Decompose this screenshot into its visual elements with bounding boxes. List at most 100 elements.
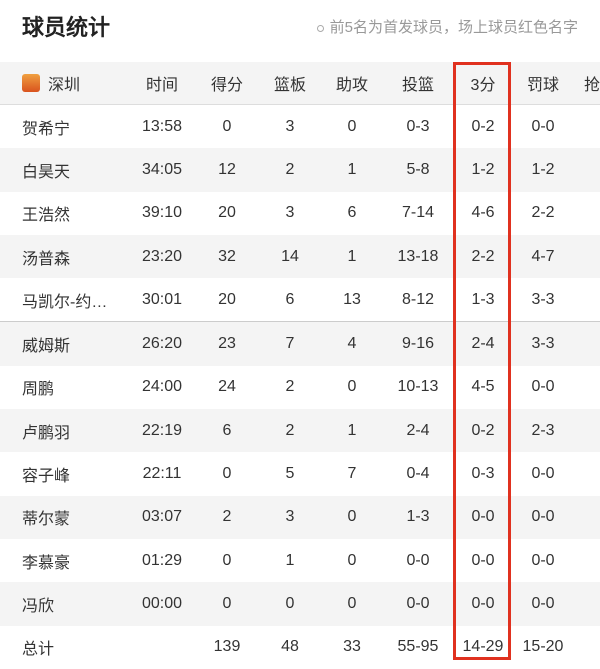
stat-cell: 0 [347, 508, 357, 526]
stat-cell: 5-8 [406, 160, 430, 178]
player-name[interactable]: 白昊天 [22, 163, 71, 181]
table-row[interactable]: 马凯尔-约… 30:01 20 6 13 8-12 1-3 3-3 [0, 278, 600, 323]
stat-cell: 30:01 [141, 290, 183, 308]
stat-cell: 14 [281, 247, 299, 265]
stat-cell: 2 [285, 421, 295, 439]
header-ft[interactable]: 罚球 [526, 77, 559, 94]
header-3pt[interactable]: 3分 [470, 77, 496, 94]
player-name[interactable]: 汤普森 [22, 250, 71, 268]
stat-cell: 0-0 [471, 594, 495, 612]
stat-cell: 22:19 [141, 421, 183, 439]
table-row[interactable]: 李慕豪 01:29 0 1 0 0-0 0-0 0-0 [0, 539, 600, 582]
player-name[interactable]: 卢鹏羽 [22, 424, 71, 442]
bullet-icon [316, 24, 324, 32]
player-name[interactable]: 周鹏 [22, 381, 55, 399]
stat-cell: 01:29 [141, 551, 183, 569]
table-row[interactable]: 王浩然 39:10 20 3 6 7-14 4-6 2-2 [0, 192, 600, 235]
table-row[interactable]: 白昊天 34:05 12 2 1 5-8 1-2 1-2 [0, 148, 600, 192]
stat-cell: 2-2 [471, 247, 495, 265]
page-title: 球员统计 [22, 15, 111, 40]
stat-cell: 0-0 [531, 551, 555, 569]
stat-cell: 0-3 [406, 117, 430, 135]
table-row[interactable]: 冯欣 00:00 0 0 0 0-0 0-0 0-0 [0, 582, 600, 626]
stat-cell: 24 [218, 378, 236, 396]
stat-cell: 34:05 [141, 160, 183, 178]
header-time[interactable]: 时间 [145, 77, 178, 94]
stat-cell: 1-3 [406, 508, 430, 526]
stat-cell: 0 [285, 594, 295, 612]
stat-cell: 23:20 [141, 247, 183, 265]
stat-cell: 4-5 [471, 378, 495, 396]
stat-cell: 2 [285, 160, 295, 178]
header-fg[interactable]: 投篮 [401, 77, 434, 94]
stat-cell: 0-0 [531, 378, 555, 396]
stat-cell: 20 [218, 290, 236, 308]
stat-cell: 0 [222, 465, 232, 483]
stat-cell: 139 [213, 638, 241, 656]
stat-cell: 4-6 [471, 204, 495, 222]
stat-cell: 0-0 [531, 117, 555, 135]
header-assists[interactable]: 助攻 [335, 77, 368, 94]
total-row[interactable]: 总计 139 48 33 55-95 14-29 15-20 [0, 626, 600, 669]
stat-cell: 0-0 [531, 465, 555, 483]
header-rebounds[interactable]: 篮板 [273, 77, 306, 94]
stat-cell: 2-3 [531, 421, 555, 439]
stat-cell: 0-2 [471, 117, 495, 135]
stat-cell: 9-16 [401, 335, 435, 353]
table-row[interactable]: 蒂尔蒙 03:07 2 3 0 1-3 0-0 0-0 [0, 495, 600, 539]
stat-cell: 0 [347, 551, 357, 569]
player-name[interactable]: 王浩然 [22, 207, 71, 225]
stat-cell: 10-13 [397, 378, 439, 396]
stat-cell: 0 [347, 378, 357, 396]
stat-cell: 5 [285, 465, 295, 483]
table-row[interactable]: 贺希宁 13:58 0 3 0 0-3 0-2 0-0 [0, 105, 600, 148]
stat-cell: 13:58 [141, 117, 183, 135]
stat-cell: 0 [347, 117, 357, 135]
team-header[interactable]: 深圳 [22, 62, 126, 104]
team-name: 深圳 [48, 77, 81, 94]
table-row[interactable]: 汤普森 23:20 32 14 1 13-18 2-2 4-7 [0, 234, 600, 279]
stat-cell: 00:00 [141, 594, 183, 612]
player-stats-table: 深圳 时间 得分 篮板 助攻 投篮 3分 罚球 抢 贺希宁 13:58 0 3 0 0-3… [0, 62, 600, 669]
player-name[interactable]: 总计 [22, 641, 55, 659]
stat-cell: 20 [218, 204, 236, 222]
note-text: 前5名为首发球员，场上球员红色名字 [329, 19, 578, 36]
player-name[interactable]: 贺希宁 [22, 120, 71, 138]
stat-cell: 1 [347, 421, 357, 439]
stat-cell: 1-2 [471, 160, 495, 178]
stat-cell: 39:10 [141, 204, 183, 222]
header-points[interactable]: 得分 [210, 77, 243, 94]
table-row[interactable]: 威姆斯 26:20 23 7 4 9-16 2-4 3-3 [0, 322, 600, 366]
player-name[interactable]: 冯欣 [22, 597, 55, 615]
stat-cell: 22:11 [142, 465, 182, 483]
stat-cell: 1-3 [471, 290, 495, 308]
table-row[interactable]: 周鹏 24:00 24 2 0 10-13 4-5 0-0 [0, 366, 600, 409]
stat-cell: 6 [285, 290, 295, 308]
stat-cell: 6 [222, 421, 232, 439]
stat-cell: 0-0 [406, 594, 430, 612]
starter-note: 前5名为首发球员，场上球员红色名字 [316, 16, 578, 37]
header-steals[interactable]: 抢 [584, 77, 600, 94]
player-name[interactable]: 马凯尔-约… [22, 293, 108, 311]
player-name[interactable]: 威姆斯 [22, 338, 71, 356]
stat-cell: 3-3 [531, 290, 555, 308]
stat-cell: 0 [347, 594, 357, 612]
stat-cell: 2 [222, 508, 232, 526]
stat-cell: 3 [285, 204, 295, 222]
player-name[interactable]: 蒂尔蒙 [22, 511, 71, 529]
stat-cell: 0 [222, 594, 232, 612]
player-name[interactable]: 李慕豪 [22, 554, 71, 572]
table-row[interactable]: 容子峰 22:11 0 5 7 0-4 0-3 0-0 [0, 452, 600, 495]
stat-cell: 33 [343, 638, 361, 656]
tigers-logo-icon [22, 74, 40, 92]
stat-cell: 24:00 [141, 378, 183, 396]
table-row[interactable]: 卢鹏羽 22:19 6 2 1 2-4 0-2 2-3 [0, 409, 600, 453]
table-header: 深圳 时间 得分 篮板 助攻 投篮 3分 罚球 抢 [0, 62, 600, 105]
stat-cell: 1 [347, 160, 357, 178]
stat-cell: 0-0 [471, 551, 495, 569]
stat-cell: 0-0 [531, 594, 555, 612]
stat-cell: 0 [222, 117, 232, 135]
stat-cell: 1 [347, 247, 357, 265]
player-name[interactable]: 容子峰 [22, 468, 71, 486]
stat-cell: 3-3 [531, 335, 555, 353]
